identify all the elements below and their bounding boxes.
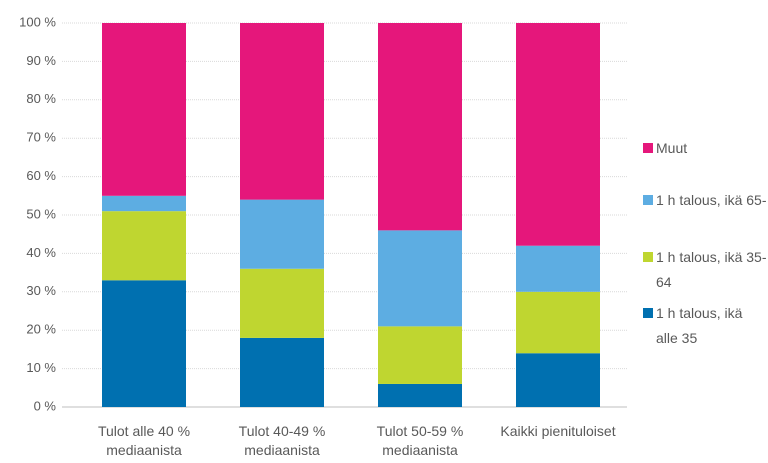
bar-segment	[102, 280, 186, 407]
legend-swatch	[643, 143, 653, 153]
bar-segment	[378, 326, 462, 384]
legend-swatch	[643, 252, 653, 262]
y-tick-label: 10 %	[26, 360, 56, 375]
y-tick-label: 80 %	[26, 91, 56, 106]
x-tick-label: Tulot 40-49 % mediaanista	[238, 423, 326, 458]
bar-segment	[240, 268, 324, 338]
y-tick-label: 90 %	[26, 53, 56, 68]
y-tick-label: 30 %	[26, 283, 56, 298]
bar-segment	[378, 383, 462, 407]
bar-segment	[378, 230, 462, 327]
bar-segment	[240, 337, 324, 407]
y-tick-label: 60 %	[26, 168, 56, 183]
x-tick-label: Tulot alle 40 % mediaanista	[97, 423, 191, 458]
bar-segment	[378, 23, 462, 231]
x-tick-label: Kaikki pienituloiset	[500, 423, 616, 439]
bar-segment	[240, 23, 324, 200]
y-tick-label: 40 %	[26, 245, 56, 260]
y-tick-label: 70 %	[26, 130, 56, 145]
y-tick-label: 100 %	[19, 14, 56, 29]
bar-segment	[516, 291, 600, 354]
bar-segment	[240, 199, 324, 269]
bar-segment	[516, 245, 600, 292]
bar-segment	[102, 195, 186, 212]
y-tick-label: 20 %	[26, 322, 56, 337]
x-tick-label: Tulot 50-59 % mediaanista	[376, 423, 464, 458]
legend-label: Muut	[656, 140, 688, 156]
y-tick-label: 0 %	[34, 398, 57, 413]
bar-segment	[516, 353, 600, 407]
legend-swatch	[643, 195, 653, 205]
bar-segment	[102, 23, 186, 196]
legend-swatch	[643, 308, 653, 318]
y-tick-label: 50 %	[26, 206, 56, 221]
legend-label: 1 h talous, ikä 65-	[656, 192, 767, 208]
bar-segment	[516, 23, 600, 246]
legend-label: 1 h talous, ikä 35-64	[656, 249, 767, 290]
bar-segment	[102, 211, 186, 281]
legend-label: 1 h talous, ikä alle 35	[656, 305, 743, 346]
